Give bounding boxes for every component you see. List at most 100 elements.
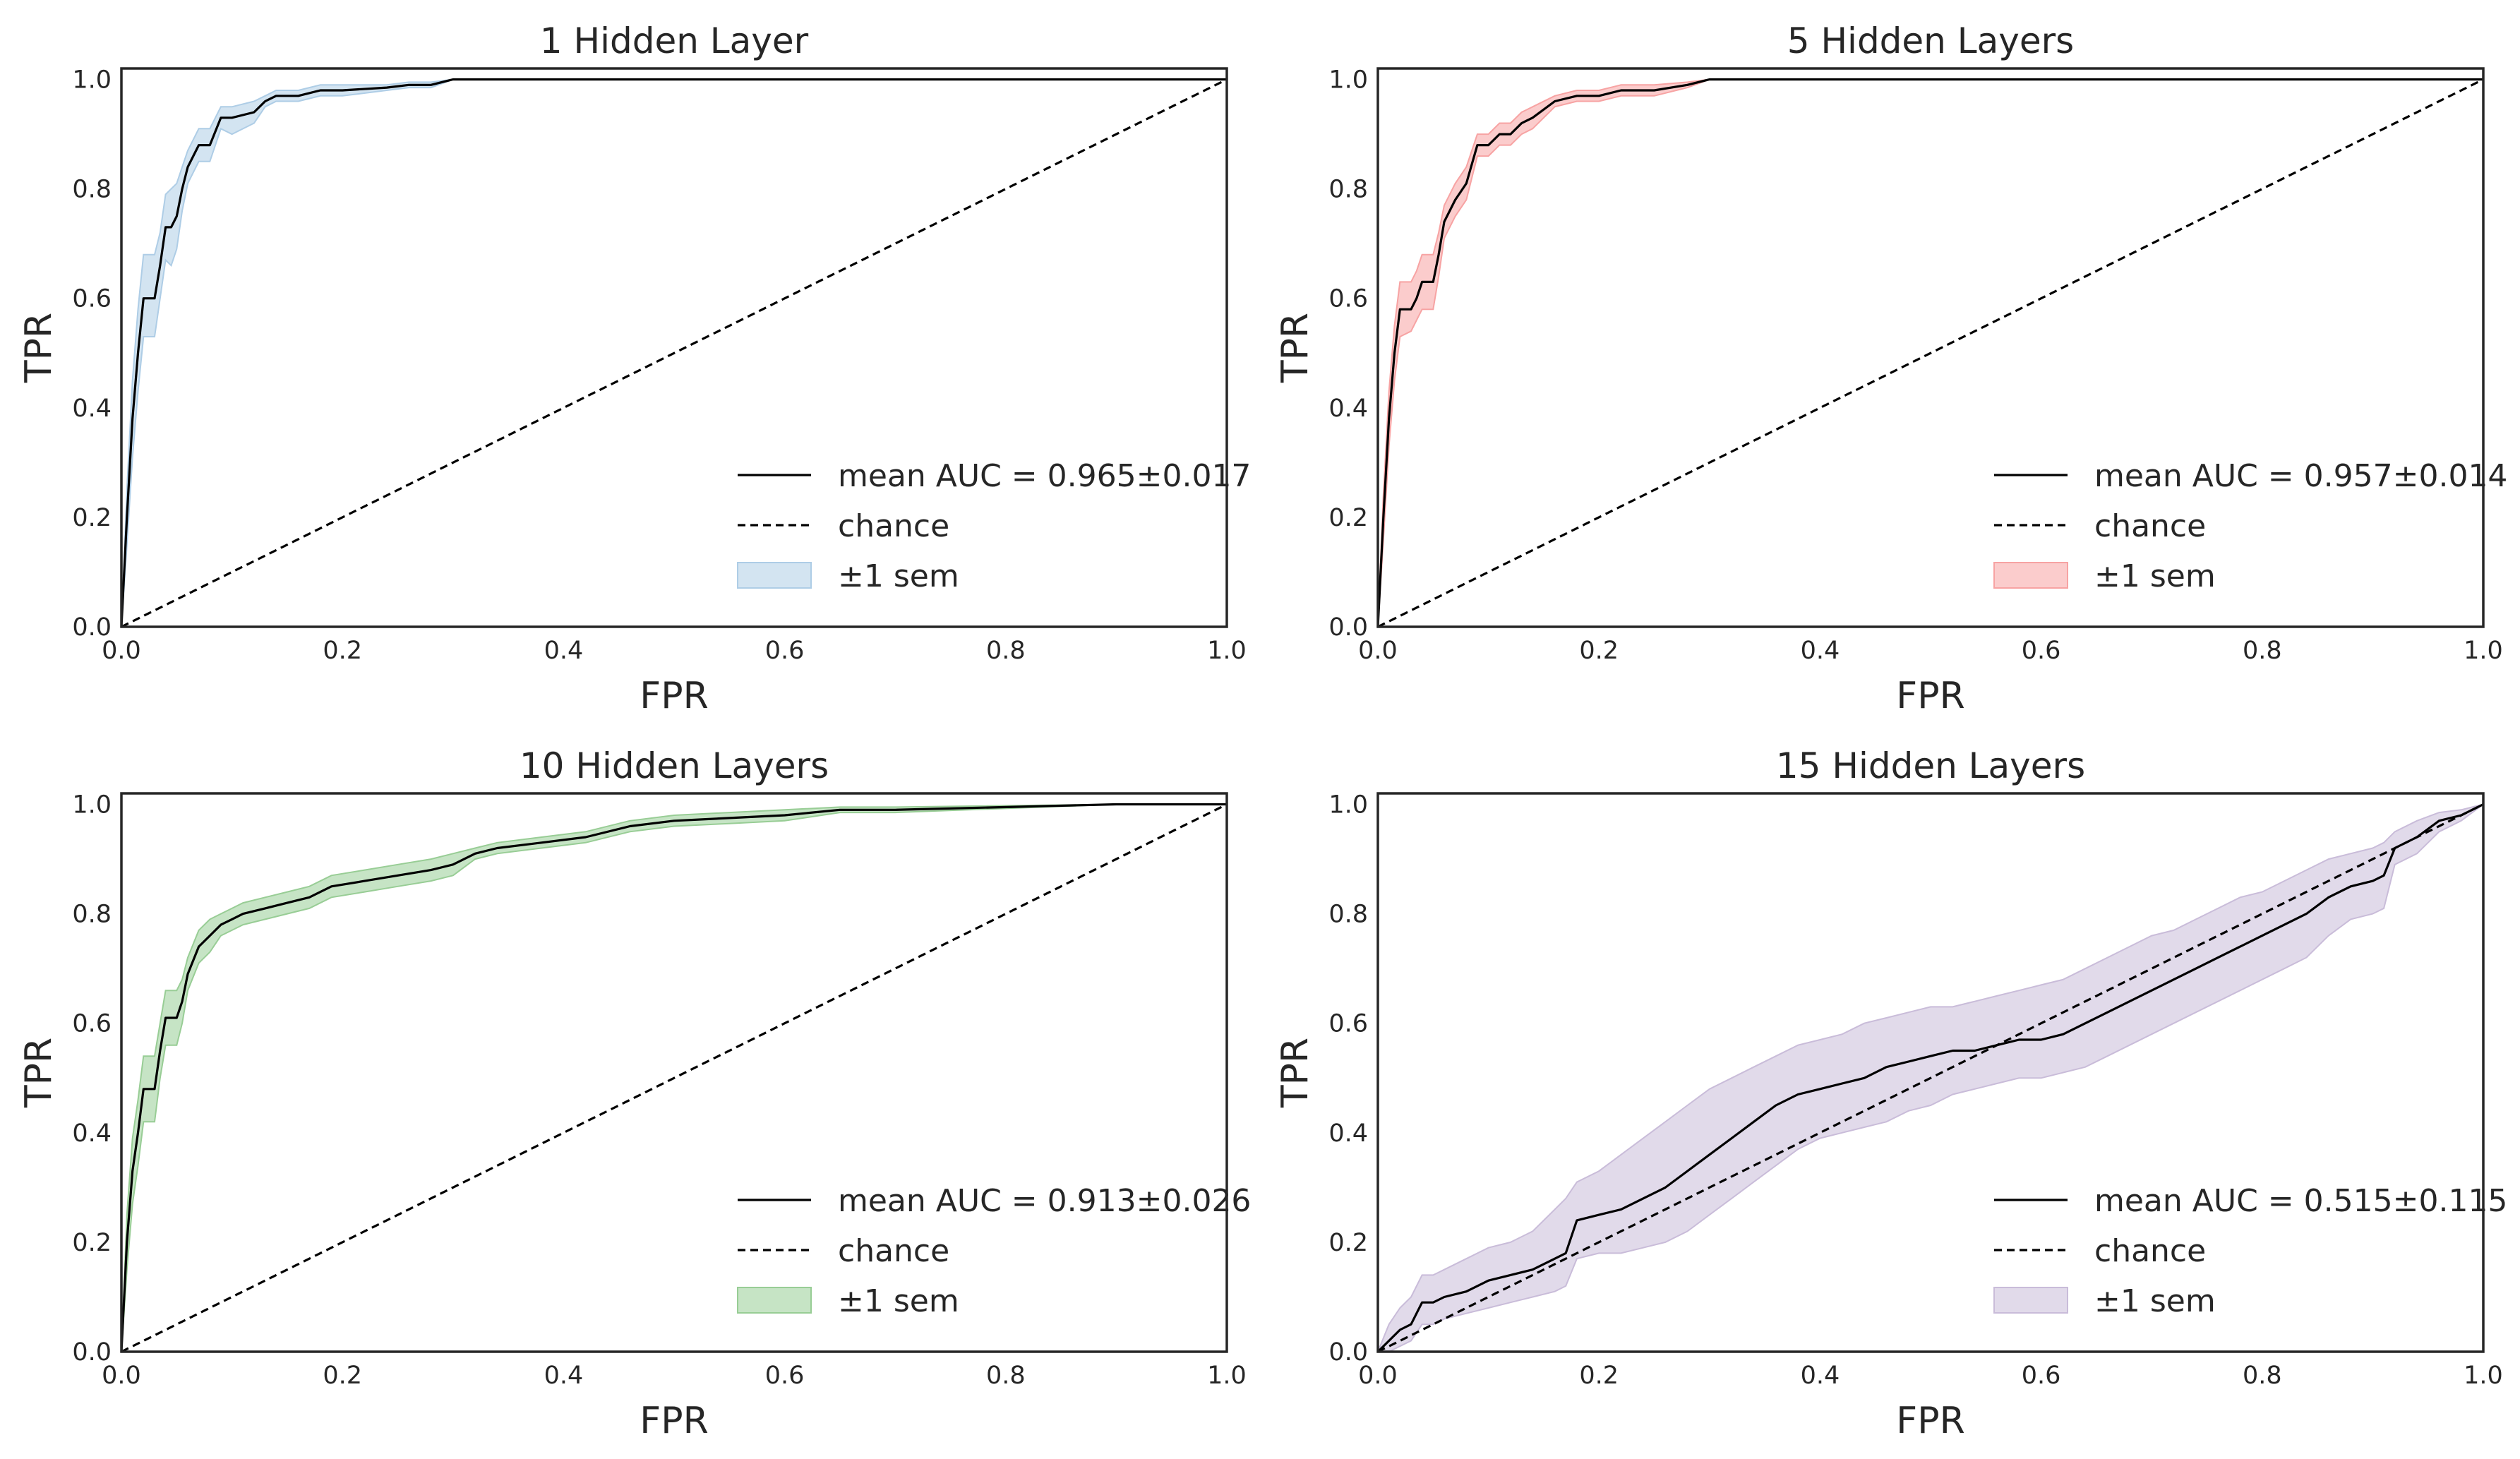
mean-roc-line xyxy=(120,803,1227,1352)
y-tick-label: 0.0 xyxy=(1328,613,1368,642)
chance-line xyxy=(121,803,1228,1353)
plot-frame xyxy=(120,792,1228,1353)
y-tick-label: 1.0 xyxy=(1328,66,1368,95)
y-tick-label: 0.8 xyxy=(72,901,112,929)
legend-label: mean AUC = 0.515±0.115 xyxy=(2094,1183,2507,1219)
x-tick-label: 0.0 xyxy=(102,637,141,665)
x-tick-label: 1.0 xyxy=(1207,1362,1247,1390)
chart-title: 5 Hidden Layers xyxy=(1787,20,2074,61)
legend-label: ±1 sem xyxy=(2094,1283,2216,1319)
y-axis-label: TPR xyxy=(18,313,60,383)
chance-line xyxy=(1377,803,2484,1353)
chart-panel-2: 0.0 0.2 0.4 0.6 0.8 1.0 0.0 0.2 0.4 0.6 0.8 1.0 5 Hi… xyxy=(1274,20,2507,717)
y-axis-label: TPR xyxy=(1274,313,1316,383)
legend-band-swatch xyxy=(737,1287,812,1314)
legend: mean AUC = 0.515±0.115 chance ±1 sem xyxy=(1993,1183,2507,1319)
y-tick-label: 0.0 xyxy=(1328,1338,1368,1367)
plot-frame xyxy=(1376,792,2485,1353)
x-tick-label: 0.8 xyxy=(2243,1362,2282,1390)
legend-band-swatch xyxy=(1993,1287,2068,1314)
x-tick-label: 0.8 xyxy=(2243,637,2282,665)
y-axis-label: TPR xyxy=(18,1038,60,1108)
x-tick-label: 1.0 xyxy=(2464,637,2503,665)
plot-frame xyxy=(120,67,1228,628)
x-tick-label: 0.6 xyxy=(2022,637,2061,665)
x-tick-label: 0.4 xyxy=(1801,1362,1840,1390)
legend-label: mean AUC = 0.957±0.014 xyxy=(2094,458,2507,494)
x-tick-label: 0.4 xyxy=(544,637,584,665)
legend-band-swatch xyxy=(737,562,812,589)
y-tick-label: 0.4 xyxy=(72,395,112,423)
x-tick-label: 0.8 xyxy=(986,637,1026,665)
y-tick-label: 0.6 xyxy=(1328,285,1368,313)
legend-label: ±1 sem xyxy=(2094,558,2216,594)
sem-band xyxy=(121,78,1227,628)
y-tick-label: 0.2 xyxy=(1328,1229,1368,1257)
y-tick-label: 0.6 xyxy=(1328,1010,1368,1038)
y-tick-label: 0.8 xyxy=(72,176,112,204)
legend: mean AUC = 0.965±0.017 chance ±1 sem xyxy=(737,458,1251,594)
x-axis-label: FPR xyxy=(640,675,708,717)
y-tick-label: 1.0 xyxy=(72,791,112,819)
x-tick-label: 0.0 xyxy=(102,1362,141,1390)
y-tick-label: 0.2 xyxy=(72,1229,112,1257)
x-tick-label: 0.6 xyxy=(2022,1362,2061,1390)
chart-panel-1: 0.0 0.2 0.4 0.6 0.8 1.0 0.0 0.2 0.4 0.6 0.8 1.0 1 Hi… xyxy=(18,20,1251,717)
y-tick-label: 1.0 xyxy=(72,66,112,95)
legend: mean AUC = 0.957±0.014 chance ±1 sem xyxy=(1993,458,2507,594)
legend-label: ±1 sem xyxy=(838,558,959,594)
legend-label: mean AUC = 0.965±0.017 xyxy=(838,458,1251,494)
x-tick-label: 0.0 xyxy=(1358,637,1398,665)
chart-title: 1 Hidden Layer xyxy=(540,20,809,61)
legend-label: chance xyxy=(838,1233,949,1269)
x-tick-label: 0.2 xyxy=(1579,637,1619,665)
chance-line xyxy=(121,78,1228,628)
x-tick-label: 0.2 xyxy=(323,637,362,665)
legend-label: chance xyxy=(2094,508,2206,544)
y-tick-label: 0.2 xyxy=(72,504,112,532)
x-tick-label: 0.2 xyxy=(323,1362,362,1390)
x-axis-label: FPR xyxy=(640,1400,708,1442)
chance-line xyxy=(1377,78,2484,628)
legend-label: mean AUC = 0.913±0.026 xyxy=(838,1183,1251,1219)
x-tick-label: 0.0 xyxy=(1358,1362,1398,1390)
x-tick-label: 0.6 xyxy=(765,1362,805,1390)
legend-band-swatch xyxy=(1993,562,2068,589)
chart-title: 15 Hidden Layers xyxy=(1776,745,2085,786)
sem-band xyxy=(121,803,1227,1352)
y-axis-label: TPR xyxy=(1274,1038,1316,1108)
chart-title: 10 Hidden Layers xyxy=(520,745,829,786)
mean-roc-line xyxy=(120,78,1227,628)
x-tick-label: 0.4 xyxy=(544,1362,584,1390)
y-tick-label: 0.0 xyxy=(72,613,112,642)
x-tick-label: 1.0 xyxy=(1207,637,1247,665)
y-tick-label: 0.8 xyxy=(1328,176,1368,204)
y-tick-label: 0.8 xyxy=(1328,901,1368,929)
x-axis-label: FPR xyxy=(1896,675,1964,717)
y-tick-label: 0.4 xyxy=(1328,1119,1368,1148)
x-tick-label: 1.0 xyxy=(2464,1362,2503,1390)
x-tick-label: 0.8 xyxy=(986,1362,1026,1390)
sem-band xyxy=(1377,78,2483,628)
chart-panel-3: 0.0 0.2 0.4 0.6 0.8 1.0 0.0 0.2 0.4 0.6 0.8 1.0 10 H… xyxy=(18,745,1251,1442)
y-tick-label: 0.4 xyxy=(72,1119,112,1148)
mean-roc-line xyxy=(1376,803,2484,1353)
y-tick-label: 0.4 xyxy=(1328,395,1368,423)
y-tick-label: 1.0 xyxy=(1328,791,1368,819)
plot-frame xyxy=(1376,67,2485,628)
x-tick-label: 0.4 xyxy=(1801,637,1840,665)
x-tick-label: 0.2 xyxy=(1579,1362,1619,1390)
legend-label: ±1 sem xyxy=(838,1283,959,1319)
y-tick-label: 0.6 xyxy=(72,1010,112,1038)
chart-panel-4: 0.0 0.2 0.4 0.6 0.8 1.0 0.0 0.2 0.4 0.6 0.8 1.0 15 H… xyxy=(1274,745,2507,1442)
mean-roc-line xyxy=(1376,78,2483,628)
legend-label: chance xyxy=(838,508,949,544)
y-tick-label: 0.0 xyxy=(72,1338,112,1367)
y-tick-label: 0.2 xyxy=(1328,504,1368,532)
x-tick-label: 0.6 xyxy=(765,637,805,665)
y-tick-label: 0.6 xyxy=(72,285,112,313)
legend: mean AUC = 0.913±0.026 chance ±1 sem xyxy=(737,1183,1251,1319)
legend-label: chance xyxy=(2094,1233,2206,1269)
x-axis-label: FPR xyxy=(1896,1400,1964,1442)
